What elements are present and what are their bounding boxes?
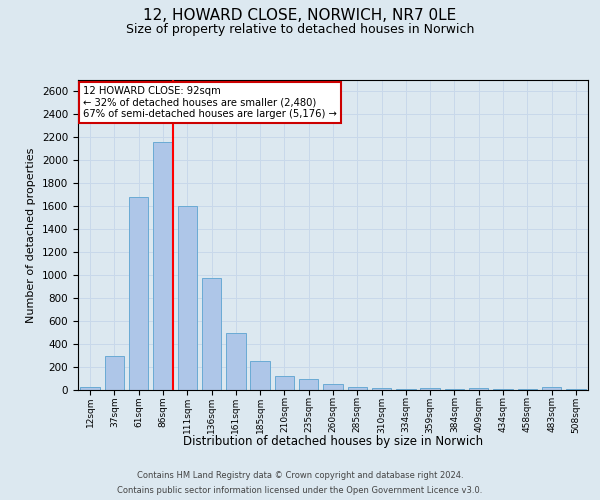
- Bar: [129, 197, 148, 390]
- Bar: [493, 389, 513, 390]
- Bar: [347, 386, 367, 390]
- Bar: [542, 387, 561, 390]
- Bar: [299, 378, 319, 390]
- Bar: [372, 388, 391, 390]
- Text: 12 HOWARD CLOSE: 92sqm
← 32% of detached houses are smaller (2,480)
67% of semi-: 12 HOWARD CLOSE: 92sqm ← 32% of detached…: [83, 86, 337, 120]
- Bar: [323, 384, 343, 390]
- Bar: [250, 362, 270, 390]
- Bar: [445, 389, 464, 390]
- Text: Contains public sector information licensed under the Open Government Licence v3: Contains public sector information licen…: [118, 486, 482, 495]
- Bar: [80, 387, 100, 390]
- Bar: [469, 388, 488, 390]
- Bar: [396, 389, 416, 390]
- Text: 12, HOWARD CLOSE, NORWICH, NR7 0LE: 12, HOWARD CLOSE, NORWICH, NR7 0LE: [143, 8, 457, 22]
- Bar: [421, 388, 440, 390]
- Text: Distribution of detached houses by size in Norwich: Distribution of detached houses by size …: [183, 435, 483, 448]
- Bar: [105, 356, 124, 390]
- Bar: [226, 332, 245, 390]
- Text: Contains HM Land Registry data © Crown copyright and database right 2024.: Contains HM Land Registry data © Crown c…: [137, 471, 463, 480]
- Bar: [178, 206, 197, 390]
- Text: Size of property relative to detached houses in Norwich: Size of property relative to detached ho…: [126, 22, 474, 36]
- Bar: [153, 142, 173, 390]
- Y-axis label: Number of detached properties: Number of detached properties: [26, 148, 37, 322]
- Bar: [202, 278, 221, 390]
- Bar: [275, 376, 294, 390]
